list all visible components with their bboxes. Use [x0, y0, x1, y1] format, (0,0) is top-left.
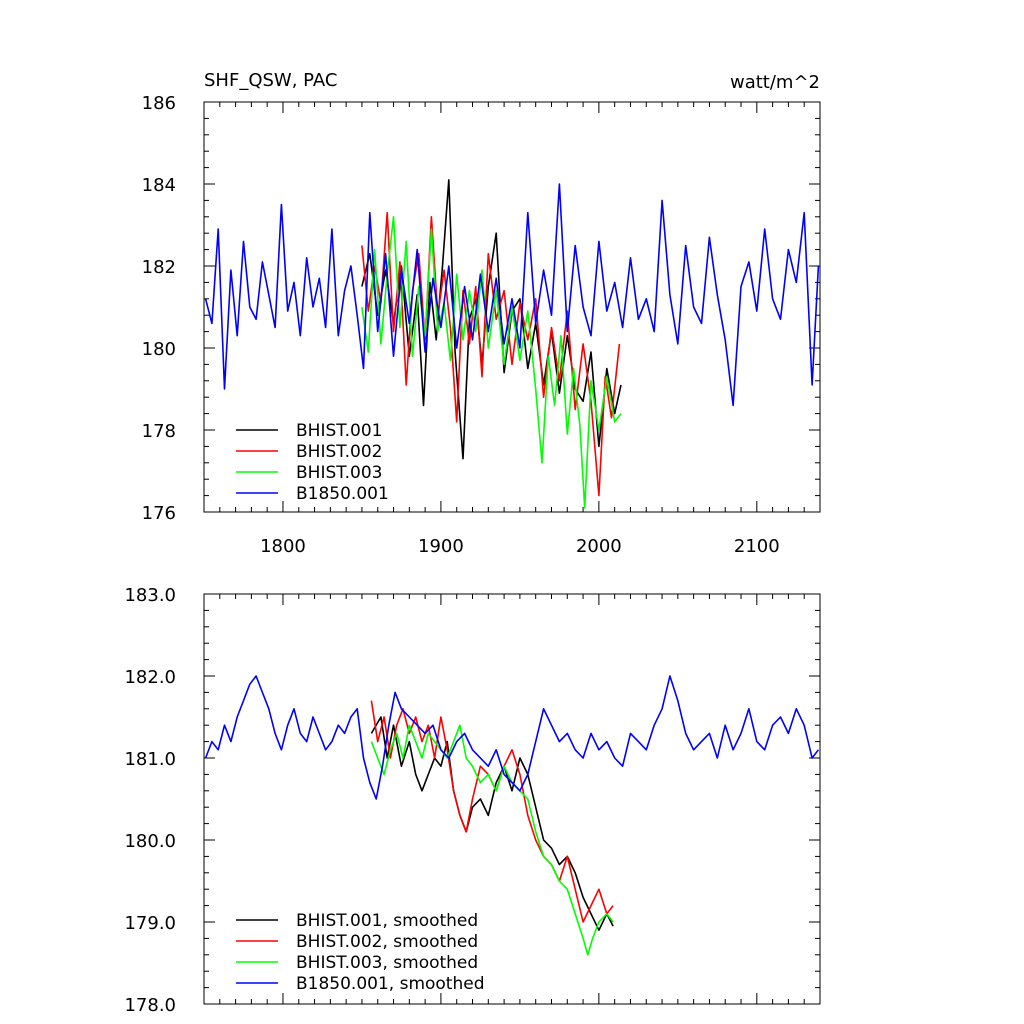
series-line-2: [370, 700, 614, 923]
legend-label: BHIST.002, smoothed: [296, 932, 478, 952]
series-line-1: [370, 716, 614, 932]
x-tick-label: 2000: [576, 536, 622, 557]
top-series-lines: [204, 179, 820, 509]
y-tick-label: 183.0: [124, 585, 176, 606]
top-plot-frame: [203, 101, 821, 513]
bottom-plot-frame: [203, 593, 821, 1005]
top-axis-ticks: 1800 1900 2000 2100 176 178 180 182 184 186: [142, 93, 821, 557]
legend-label: BHIST.002: [296, 442, 382, 462]
series-line-3: [370, 724, 614, 956]
y-tick-label: 186: [142, 93, 176, 114]
legend-label: BHIST.003, smoothed: [296, 953, 478, 973]
y-tick-label: 178: [142, 421, 176, 442]
top-chart-title: SHF_QSW, PAC: [204, 70, 337, 91]
y-tick-label: 180: [142, 339, 176, 360]
bottom-axis-ticks: 178.0 179.0 180.0 181.0 182.0 183.0: [124, 585, 821, 1016]
series-line-4: [204, 183, 820, 407]
x-tick-label: 2100: [734, 536, 780, 557]
x-tick-label: 1900: [418, 536, 464, 557]
legend-label: BHIST.001, smoothed: [296, 911, 478, 931]
top-panel: SHF_QSW, PAC watt/m^2 1800 1900 2000 2100 17…: [142, 70, 821, 557]
y-tick-label: 180.0: [124, 831, 176, 852]
y-tick-label: 182.0: [124, 667, 176, 688]
y-tick-label: 178.0: [124, 995, 176, 1016]
series-line-4: [204, 675, 820, 800]
bottom-series-lines: [204, 675, 820, 956]
legend-label: B1850.001, smoothed: [296, 974, 485, 994]
legend-label: BHIST.003: [296, 463, 382, 483]
y-tick-label: 176: [142, 503, 176, 524]
y-tick-label: 179.0: [124, 913, 176, 934]
bottom-panel: 178.0 179.0 180.0 181.0 182.0 183.0 BHIST.001…: [124, 585, 821, 1016]
top-chart-units: watt/m^2: [730, 72, 820, 93]
y-tick-label: 184: [142, 175, 176, 196]
y-tick-label: 182: [142, 257, 176, 278]
legend-label: BHIST.001: [296, 421, 382, 441]
x-tick-label: 1800: [260, 536, 306, 557]
legend-label: B1850.001: [296, 484, 389, 504]
y-tick-label: 181.0: [124, 749, 176, 770]
